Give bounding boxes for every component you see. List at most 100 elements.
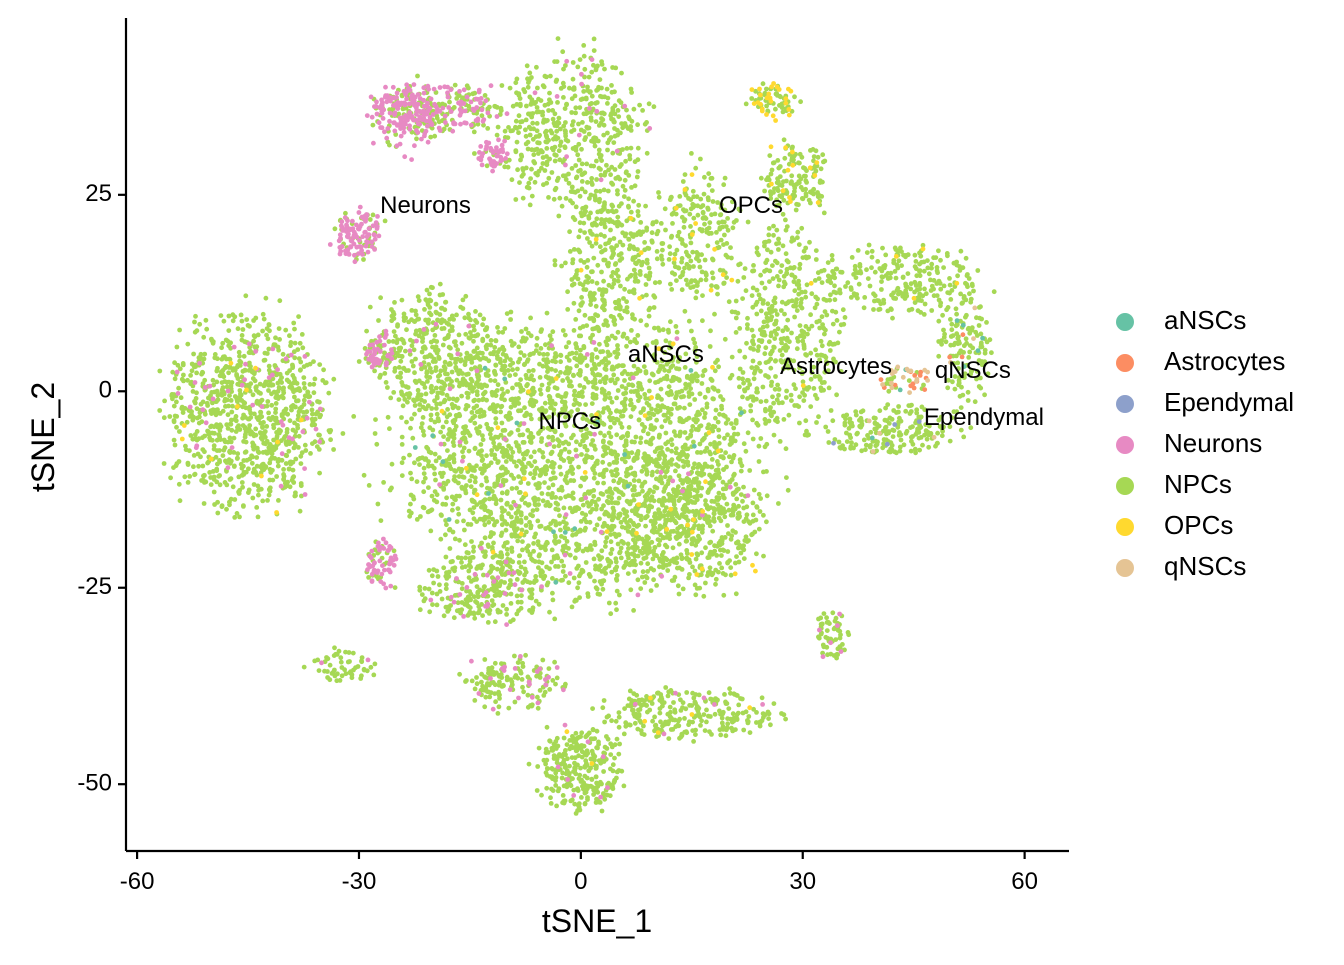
- point-npcs: [299, 450, 305, 456]
- point-npcs: [745, 219, 751, 225]
- point-npcs: [537, 375, 543, 380]
- point-npcs: [592, 527, 598, 532]
- point-npcs: [528, 454, 534, 460]
- point-npcs: [168, 475, 174, 481]
- point-npcs: [574, 272, 579, 277]
- point-npcs: [530, 368, 536, 373]
- point-npcs: [695, 203, 701, 209]
- point-npcs: [625, 466, 630, 472]
- point-npcs: [558, 471, 564, 477]
- point-npcs: [417, 462, 422, 467]
- point-npcs: [528, 436, 534, 442]
- point-npcs: [515, 427, 521, 433]
- point-npcs: [586, 503, 592, 509]
- point-npcs: [171, 437, 177, 443]
- point-npcs: [239, 333, 245, 338]
- point-npcs: [714, 284, 720, 290]
- point-npcs: [577, 57, 583, 62]
- point-npcs: [641, 556, 647, 561]
- point-npcs: [702, 435, 707, 441]
- point-npcs: [497, 347, 502, 352]
- point-npcs: [621, 363, 626, 369]
- point-npcs: [495, 478, 501, 484]
- point-npcs: [576, 333, 582, 339]
- point-npcs: [263, 295, 269, 301]
- point-npcs: [497, 442, 502, 448]
- point-npcs: [176, 481, 182, 487]
- point-npcs: [762, 188, 767, 194]
- point-npcs: [361, 257, 366, 262]
- point-npcs: [211, 446, 217, 452]
- point-npcs: [469, 410, 475, 415]
- point-npcs: [592, 193, 598, 199]
- point-npcs: [232, 394, 238, 399]
- point-npcs: [554, 386, 560, 391]
- point-npcs: [574, 268, 580, 274]
- point-npcs: [485, 373, 491, 378]
- point-npcs: [172, 442, 178, 448]
- point-npcs: [569, 277, 575, 282]
- point-npcs: [499, 386, 505, 392]
- point-npcs: [560, 378, 566, 383]
- point-npcs: [550, 482, 556, 488]
- point-npcs: [631, 106, 637, 112]
- point-npcs: [644, 462, 650, 467]
- point-npcs: [808, 148, 813, 153]
- point-npcs: [495, 382, 501, 388]
- point-npcs: [606, 600, 612, 606]
- point-npcs: [572, 555, 578, 561]
- point-npcs: [572, 93, 578, 99]
- point-npcs: [689, 428, 694, 434]
- point-npcs: [406, 395, 412, 400]
- point-npcs: [549, 495, 555, 500]
- point-npcs: [659, 253, 664, 259]
- point-npcs: [188, 373, 194, 378]
- point-npcs: [722, 232, 727, 238]
- point-npcs: [774, 180, 780, 186]
- point-npcs: [608, 489, 614, 495]
- point-npcs: [237, 427, 243, 432]
- point-npcs: [575, 152, 581, 158]
- point-npcs: [453, 478, 458, 484]
- point-npcs: [532, 471, 538, 477]
- point-npcs: [494, 353, 500, 359]
- point-npcs: [578, 497, 584, 503]
- point-npcs: [566, 455, 572, 461]
- point-npcs: [366, 483, 372, 488]
- point-npcs: [700, 210, 706, 216]
- point-npcs: [651, 104, 657, 110]
- point-npcs: [608, 450, 614, 456]
- point-npcs: [443, 299, 448, 305]
- point-npcs: [635, 333, 641, 338]
- point-npcs: [585, 84, 590, 90]
- point-npcs: [201, 473, 206, 479]
- point-npcs: [665, 447, 670, 452]
- point-npcs: [710, 275, 716, 281]
- point-npcs: [202, 433, 208, 439]
- point-npcs: [665, 439, 671, 445]
- point-npcs: [196, 463, 202, 469]
- point-npcs: [562, 106, 568, 111]
- point-npcs: [179, 406, 185, 411]
- point-npcs: [491, 522, 497, 528]
- point-npcs: [595, 138, 601, 144]
- point-npcs: [582, 443, 588, 449]
- point-npcs: [682, 172, 688, 178]
- point-npcs: [602, 392, 608, 398]
- point-npcs: [549, 559, 554, 565]
- point-npcs: [664, 390, 670, 396]
- point-npcs: [670, 221, 675, 226]
- point-npcs: [631, 608, 636, 613]
- point-npcs: [646, 101, 652, 107]
- point-npcs: [215, 365, 220, 371]
- point-npcs: [516, 474, 521, 479]
- point-npcs: [612, 335, 618, 341]
- point-npcs: [428, 134, 434, 140]
- point-npcs: [297, 367, 303, 373]
- point-npcs: [623, 390, 629, 396]
- point-npcs: [293, 493, 298, 498]
- point-npcs: [242, 425, 248, 430]
- point-npcs: [615, 376, 620, 382]
- point-npcs: [260, 424, 265, 430]
- point-npcs: [224, 422, 230, 428]
